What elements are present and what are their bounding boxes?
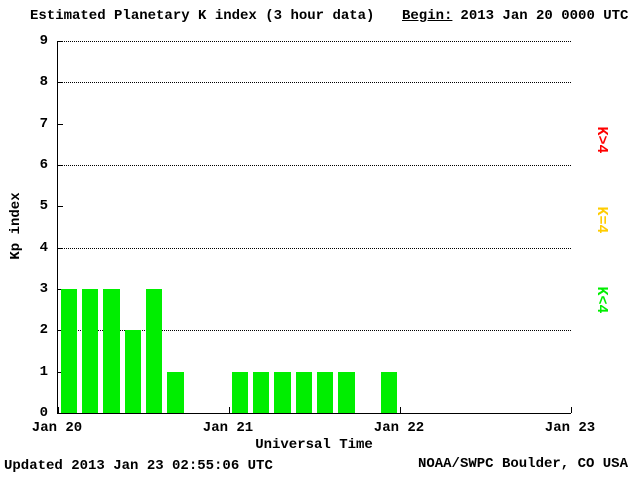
kp-bar	[146, 289, 163, 413]
y-tick-mark	[58, 289, 63, 290]
x-tick-label: Jan 22	[373, 420, 425, 436]
y-axis-title: Kp index	[8, 192, 24, 260]
y-tick-label: 0	[39, 405, 48, 421]
y-tick-mark	[58, 247, 63, 249]
kp-bar	[60, 289, 77, 413]
y-tick-label: 3	[39, 281, 48, 297]
x-tick-mark	[400, 407, 401, 413]
kp-bar	[252, 371, 270, 413]
legend-item-1: K=4	[593, 206, 610, 234]
x-tick-label: Jan 23	[544, 420, 596, 436]
kp-bar	[295, 371, 312, 413]
updated-timestamp: Updated 2013 Jan 23 02:55:06 UTC	[4, 458, 273, 474]
kp-bar	[124, 330, 141, 413]
y-tick-mark	[58, 371, 63, 373]
y-tick-mark	[58, 41, 63, 42]
x-tick-label: Jan 21	[202, 420, 254, 436]
gridline-k2	[58, 330, 571, 332]
gridline-k9	[58, 41, 571, 42]
kp-bar	[231, 371, 248, 413]
credit-text: NOAA/SWPC Boulder, CO USA	[417, 456, 628, 472]
y-tick-mark	[58, 165, 63, 166]
y-tick-label: 5	[39, 198, 48, 215]
kp-bar	[317, 371, 334, 413]
kp-bar	[103, 289, 120, 413]
kp-bar	[274, 371, 291, 413]
gridline-k6	[58, 165, 571, 166]
y-tick-label: 2	[39, 322, 48, 339]
kp-bar	[338, 371, 355, 413]
gridline-k4	[58, 247, 571, 249]
begin-info: Begin: 2013 Jan 20 0000 UTC	[402, 8, 628, 24]
kp-bar	[81, 289, 99, 413]
kp-bar	[381, 371, 398, 413]
begin-label: Begin:	[402, 8, 453, 24]
y-tick-mark	[58, 330, 63, 332]
y-tick-label: 1	[39, 363, 48, 380]
chart-title: Estimated Planetary K index (3 hour data…	[30, 8, 375, 24]
y-tick-label: 6	[39, 157, 48, 173]
y-tick-label: 9	[39, 33, 48, 49]
x-axis-title: Universal Time	[255, 437, 373, 453]
y-tick-label: 4	[39, 239, 48, 256]
y-tick-mark	[58, 123, 63, 125]
plot-area	[57, 41, 572, 414]
x-tick-label: Jan 20	[31, 420, 83, 436]
begin-value: 2013 Jan 20 0000 UTC	[460, 8, 629, 24]
y-tick-label: 8	[39, 74, 48, 91]
kp-bar	[167, 371, 184, 413]
y-tick-label: 7	[39, 115, 48, 132]
gridline-k8	[58, 82, 571, 84]
legend-item-2: K<4	[593, 286, 610, 314]
x-tick-mark	[571, 407, 572, 413]
y-tick-mark	[58, 206, 63, 208]
y-tick-mark	[58, 82, 63, 84]
legend-item-0: K>4	[593, 126, 610, 154]
x-tick-mark	[58, 407, 59, 413]
x-tick-mark	[229, 407, 230, 413]
